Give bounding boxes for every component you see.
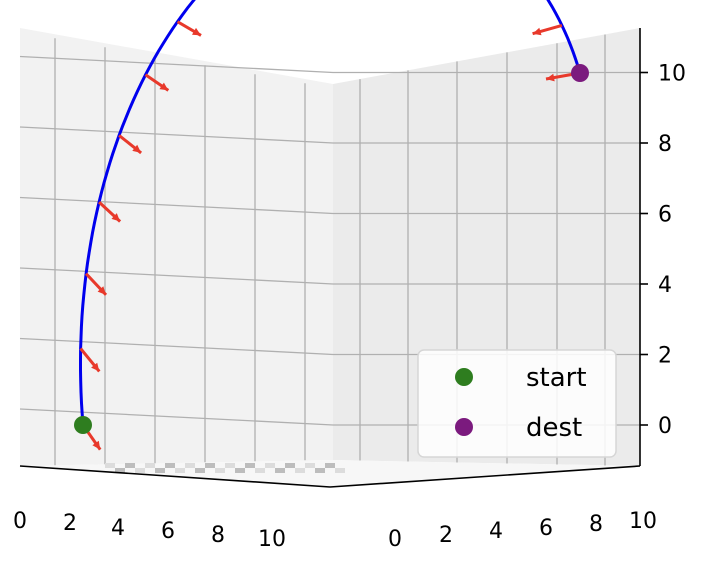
y-tick-label-0: 0 <box>388 527 402 552</box>
point-markers <box>74 64 589 434</box>
x-tick-label-4: 4 <box>111 516 125 541</box>
z-tick-label-0: 0 <box>658 414 672 439</box>
arrow-2 <box>85 272 108 296</box>
legend-label-dest: dest <box>526 413 582 443</box>
y-tick-label-8: 8 <box>589 512 603 537</box>
arrow-1 <box>79 347 101 373</box>
z-tick-label-4: 4 <box>658 273 672 298</box>
x-axis-line <box>19 465 331 488</box>
legend-label-start: start <box>526 363 587 393</box>
legend-marker-dest <box>455 418 473 436</box>
legend: start dest <box>417 349 617 458</box>
z-tick-label-6: 6 <box>658 203 672 228</box>
z-tick-label-2: 2 <box>658 344 672 369</box>
arrow-3 <box>98 200 122 223</box>
z-tick-label-10: 10 <box>658 62 686 87</box>
x-tick-label-10: 10 <box>258 527 286 552</box>
arrow-4 <box>118 134 143 155</box>
x-tick-label-6: 6 <box>161 519 175 544</box>
dest-point <box>571 64 589 82</box>
y-tick-label-2: 2 <box>439 523 453 548</box>
tick-marks <box>640 71 648 426</box>
y-tick-label-4: 4 <box>489 519 503 544</box>
arrow-5 <box>144 73 170 92</box>
trajectory-curve <box>79 0 582 426</box>
left-pane <box>20 28 333 466</box>
arrows <box>79 20 581 451</box>
y-axis-line <box>329 465 641 488</box>
z-tick-label-8: 8 <box>658 132 672 157</box>
y-tick-label-6: 6 <box>539 516 553 541</box>
start-point <box>74 416 92 434</box>
y-tick-label-10: 10 <box>629 509 657 534</box>
arrow-6 <box>176 20 202 37</box>
arrow-16 <box>532 23 563 36</box>
x-tick-label-2: 2 <box>63 511 77 536</box>
legend-marker-start <box>455 368 473 386</box>
tick-labels: 0 2 4 6 8 10 0 2 4 6 8 10 0 2 4 6 8 10 <box>13 62 686 553</box>
x-tick-label-0: 0 <box>13 509 27 534</box>
x-tick-label-8: 8 <box>211 523 225 548</box>
floor-checker <box>105 463 345 473</box>
